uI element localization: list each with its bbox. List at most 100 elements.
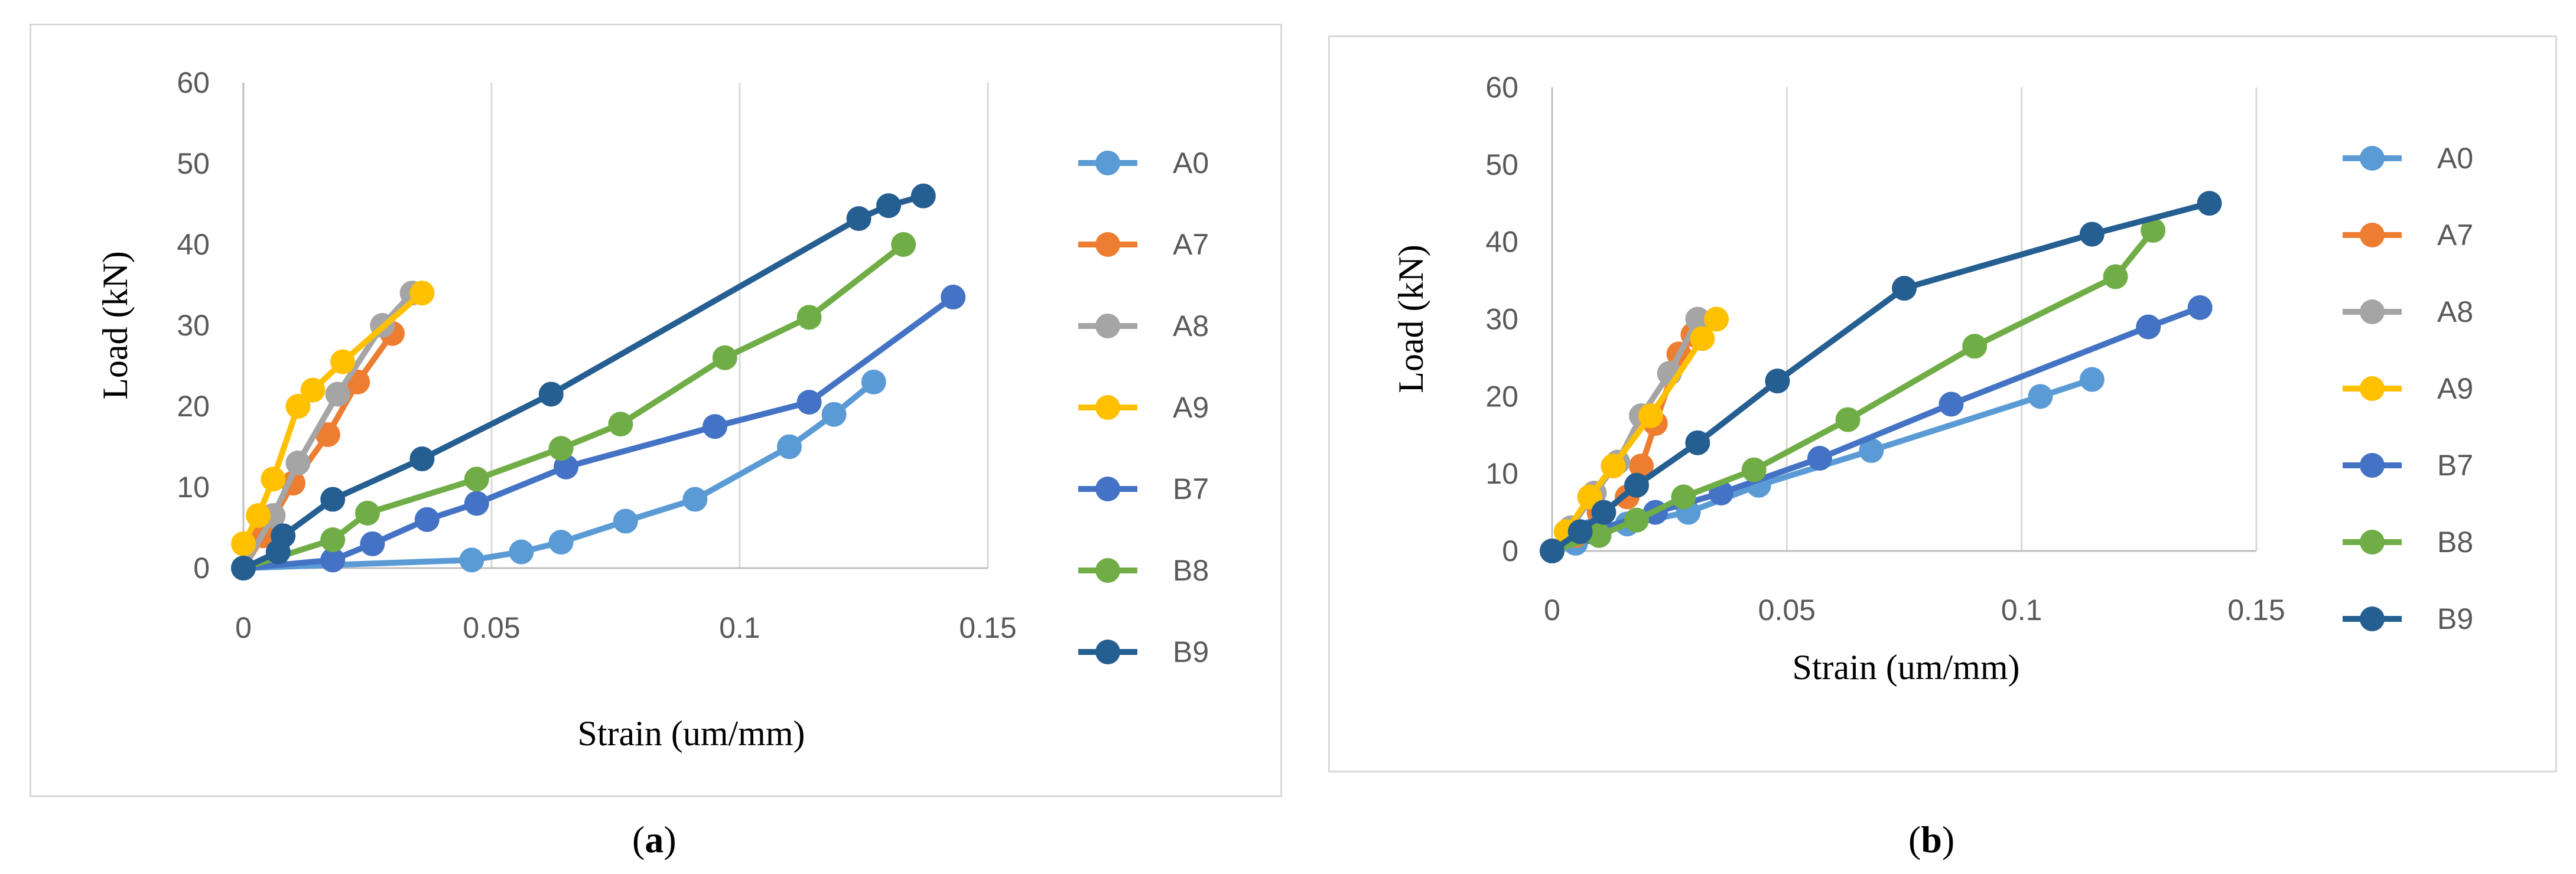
data-point [285, 394, 311, 419]
data-point [285, 450, 311, 475]
legend-label: A7 [1173, 228, 1209, 261]
x-tick-label: 0 [235, 611, 252, 644]
legend-item-a7: A7 [2343, 218, 2473, 252]
legend-label: A9 [2437, 372, 2473, 405]
data-point [861, 369, 886, 394]
x-tick-label: 0 [1544, 593, 1560, 627]
data-point [2141, 218, 2166, 243]
data-point [231, 531, 256, 556]
data-point [1586, 523, 1612, 548]
x-tick-label: 0.1 [2001, 593, 2042, 627]
data-point [1685, 306, 1710, 332]
data-point [910, 183, 936, 208]
legend-item-b8: B8 [1078, 554, 1209, 587]
caption-a: (a) [632, 818, 676, 860]
data-point [941, 285, 966, 310]
data-point [509, 539, 534, 565]
legend-label: A8 [1173, 309, 1209, 343]
data-point [682, 487, 708, 512]
x-tick-label: 0.05 [463, 611, 520, 644]
legend-marker [2360, 376, 2385, 401]
y-tick-label: 40 [177, 228, 210, 261]
x-axis-title: Strain (um/mm) [1793, 648, 2020, 687]
legend-item-b8: B8 [2343, 526, 2473, 559]
data-point [1807, 446, 1832, 471]
data-point [1741, 457, 1767, 482]
panel-a-frame [30, 24, 1282, 797]
data-point [1591, 500, 1616, 525]
y-tick-label: 40 [1485, 226, 1518, 259]
data-point [613, 508, 638, 534]
data-point [1962, 334, 1988, 359]
series-a9 [231, 281, 435, 556]
legend-item-a9: A9 [2343, 372, 2473, 405]
data-point [355, 500, 380, 526]
y-tick-label: 10 [1485, 457, 1518, 490]
legend-marker [2360, 606, 2385, 631]
data-point [1685, 430, 1710, 455]
data-point [1704, 306, 1729, 332]
data-point [1690, 326, 1715, 351]
data-point [325, 381, 350, 407]
data-point [1835, 407, 1861, 432]
y-tick-label: 60 [177, 66, 210, 99]
data-point [2187, 295, 2213, 320]
data-point [796, 305, 822, 330]
data-point [414, 507, 440, 532]
legend-label: B9 [1173, 635, 1209, 668]
legend-label: B7 [2437, 449, 2473, 482]
data-point [464, 467, 489, 492]
legend-marker [2360, 453, 2385, 478]
data-point [320, 487, 346, 512]
legend-marker [2360, 530, 2385, 555]
data-point [2079, 221, 2105, 247]
chart-panel-a: 0 10 20 30 40 50 60 0 0.05 0.1 0.15 Strain (um/mm) L… [96, 66, 1209, 753]
series-b9 [1540, 191, 2222, 563]
legend-label: B8 [1173, 554, 1209, 587]
data-point [2136, 314, 2161, 340]
legend-marker [1095, 477, 1120, 501]
legend-label: A8 [2437, 295, 2473, 328]
data-point [464, 491, 489, 516]
data-point [300, 377, 326, 403]
legend-marker [1095, 151, 1120, 175]
legend-item-a8: A8 [1078, 309, 1209, 343]
legend-marker [1095, 232, 1120, 257]
data-point [548, 530, 574, 555]
data-point [409, 446, 435, 472]
legend-item-b7: B7 [2343, 449, 2473, 482]
legend-marker [1095, 314, 1120, 338]
data-point [246, 503, 271, 528]
legend-item-a0: A0 [2343, 142, 2473, 175]
legend-label: B9 [2437, 602, 2473, 635]
y-tick-label: 30 [1485, 303, 1518, 336]
data-point [538, 381, 564, 407]
legend-marker [2360, 299, 2385, 324]
data-point [330, 349, 355, 374]
data-point [1540, 539, 1565, 563]
y-tick-label: 0 [1502, 534, 1518, 568]
data-point [409, 281, 435, 306]
data-point [2028, 384, 2053, 409]
x-axis-title: Strain (um/mm) [578, 714, 805, 753]
data-point [360, 531, 385, 556]
x-tick-label: 0.1 [719, 611, 760, 644]
legend-item-a0: A0 [1078, 146, 1209, 180]
x-tick-label: 0.15 [959, 611, 1016, 644]
y-tick-label: 20 [177, 390, 210, 423]
x-tick-label: 0.15 [2227, 593, 2285, 627]
y-axis-title: Load (kN) [1391, 244, 1430, 393]
legend-label: B8 [2437, 526, 2473, 559]
data-point [261, 467, 286, 492]
legend-marker [1095, 640, 1120, 664]
data-point [1765, 368, 1790, 394]
data-point [459, 547, 484, 573]
data-point [777, 434, 802, 459]
data-point [271, 523, 296, 549]
data-point [796, 390, 822, 415]
data-point [1624, 507, 1650, 533]
legend-label: B7 [1173, 472, 1209, 506]
data-point [821, 402, 847, 427]
legend-label: A0 [2437, 142, 2473, 175]
data-point [320, 527, 346, 553]
